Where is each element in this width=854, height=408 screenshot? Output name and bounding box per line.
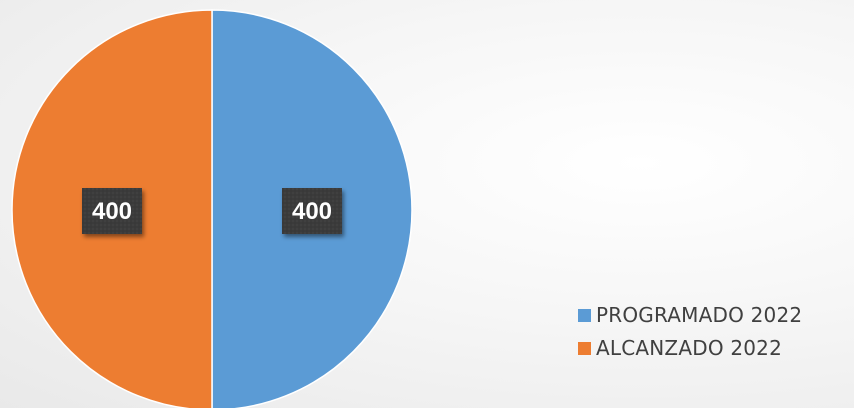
data-label-1: 400 [82,188,142,234]
legend-label-alcanzado: ALCANZADO 2022 [596,336,783,360]
legend-item-programado: PROGRAMADO 2022 [578,300,802,330]
pie-data-labels: 400 400 [82,188,342,234]
data-label-text-0: 400 [292,198,332,225]
legend-item-alcanzado: ALCANZADO 2022 [578,333,802,363]
legend-label-programado: PROGRAMADO 2022 [596,303,803,327]
pie-slices [11,9,413,408]
chart-legend: PROGRAMADO 2022 ALCANZADO 2022 [578,300,802,366]
legend-swatch-alcanzado [578,341,591,355]
data-label-box-0 [282,188,342,234]
data-label-box-1 [82,188,142,234]
data-label-0: 400 [282,188,342,234]
data-label-text-1: 400 [92,198,132,225]
legend-swatch-programado [578,308,591,322]
